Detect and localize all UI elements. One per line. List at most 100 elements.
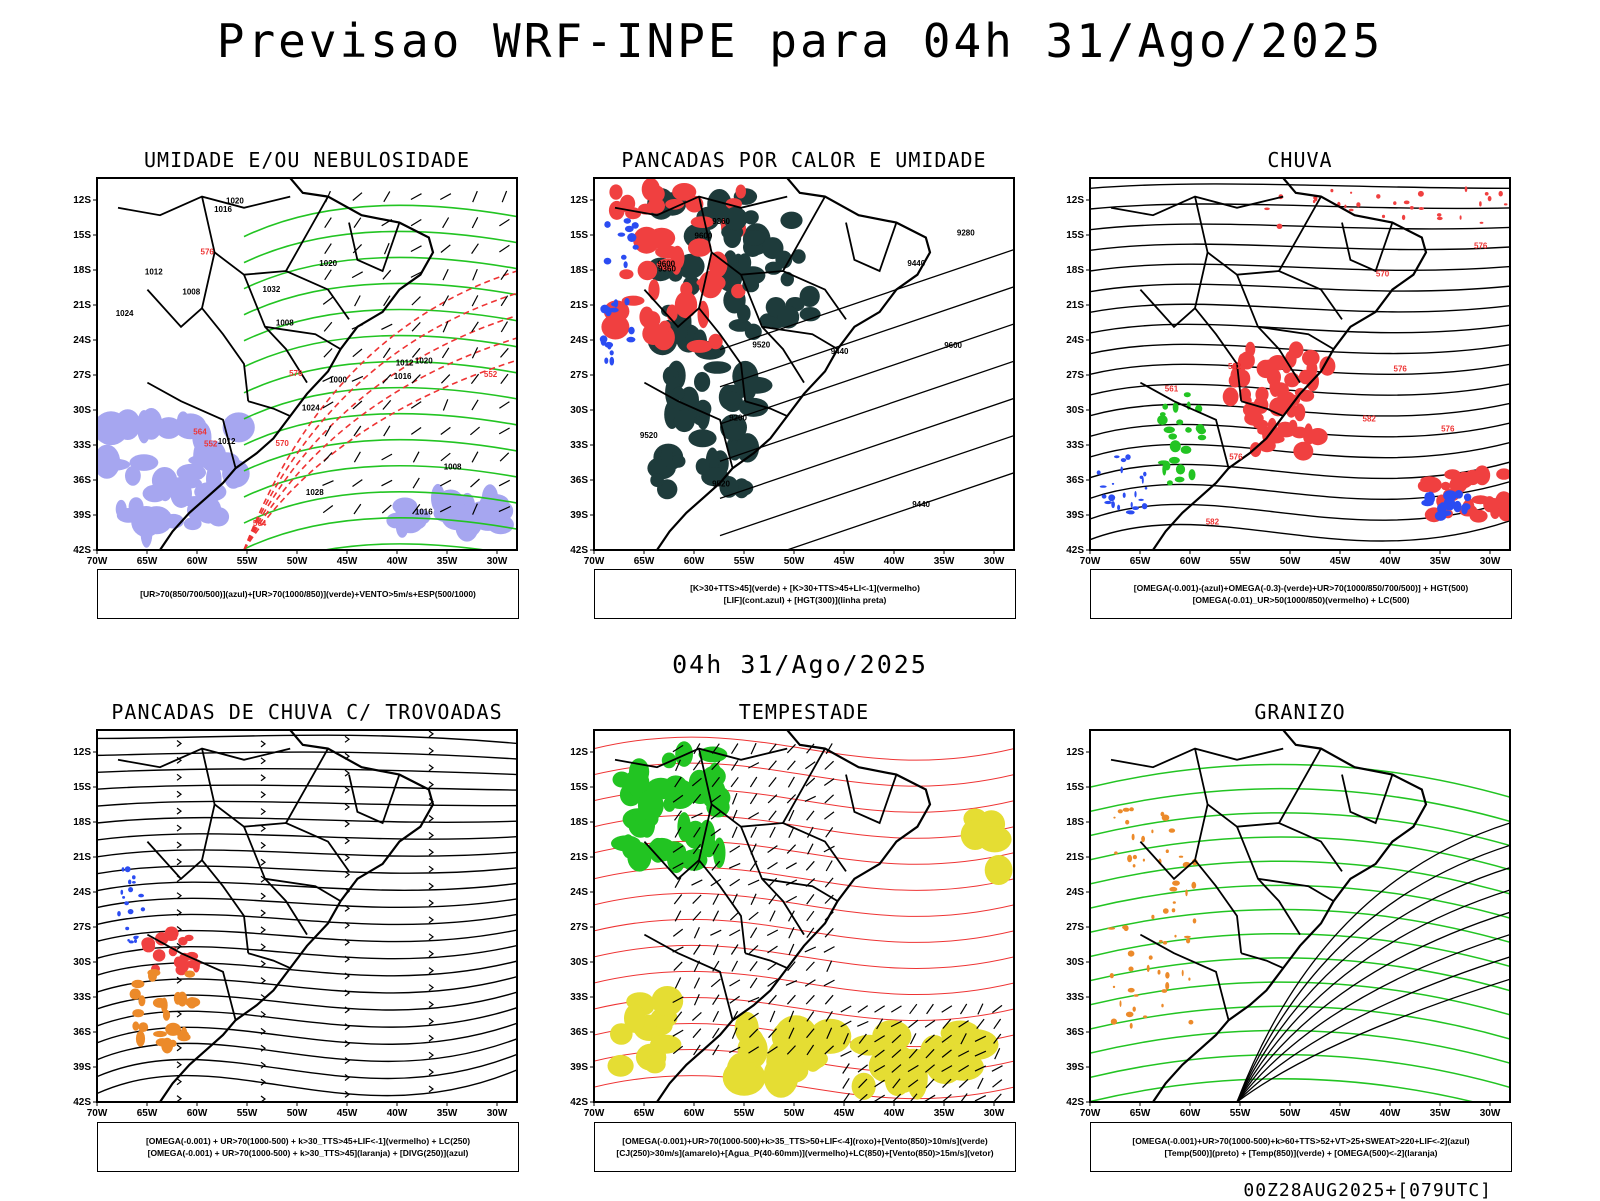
wind-vector (381, 479, 393, 487)
rain-fill-green (1157, 460, 1170, 465)
panel-title-pancadas-trovoadas: PANCADAS DE CHUVA C/ TROVOADAS (111, 700, 503, 724)
wind-vector (786, 794, 797, 804)
wind-vector (857, 1093, 868, 1102)
thunder-fill-orange (129, 988, 141, 1000)
wind-vector (711, 860, 721, 871)
wind-vector (769, 910, 776, 922)
field-layer (594, 730, 1014, 1102)
contour-value-label: 1008 (276, 319, 294, 328)
omega-fill-orange (1184, 935, 1191, 939)
wind-vector (411, 321, 421, 332)
streamline-arrow (428, 916, 434, 924)
wind-vector (750, 742, 757, 755)
rain-fill-red (1288, 419, 1298, 433)
wind-vector (767, 1046, 778, 1054)
wind-vector (768, 1028, 777, 1039)
wind-vector (693, 977, 701, 989)
streamline (97, 833, 517, 841)
instability-fill-red (708, 333, 723, 350)
streamline-arrow (344, 803, 350, 811)
thunder-fill-orange (131, 979, 145, 989)
wind-vector (710, 878, 722, 887)
green-humidity-contour (243, 464, 517, 498)
wind-vector (729, 995, 740, 1004)
hgt300-contour (719, 248, 1014, 351)
humidity-shade-blue (431, 483, 445, 513)
jet-fill-yellow (872, 1020, 912, 1053)
streamline-arrow (176, 773, 182, 781)
wind-vector (440, 374, 451, 384)
streamline (97, 865, 517, 875)
streamline-arrow (260, 740, 266, 748)
wind-vector (440, 193, 452, 201)
streamline-arrow (344, 786, 350, 794)
streamline-arrow (344, 837, 350, 845)
wind-vector (823, 946, 835, 953)
lat-label: 39S (1066, 1062, 1084, 1073)
country-border (1139, 288, 1196, 329)
wind-vector (750, 826, 757, 838)
country-border (643, 381, 734, 469)
divergence-blue (127, 939, 130, 942)
lon-label: 35W (437, 1108, 458, 1119)
valid-time-title: 04h 31/Ago/2025 (672, 650, 928, 679)
lat-label: 42S (570, 545, 588, 556)
lif-contour-blue (624, 225, 634, 233)
wind-vector (874, 1064, 886, 1073)
wind-vector (992, 1004, 1003, 1014)
country-border (146, 840, 203, 881)
lon-label: 40W (1380, 1108, 1401, 1119)
wind-vector (692, 911, 702, 921)
lat-label: 42S (1066, 545, 1084, 556)
lat-label: 33S (570, 992, 588, 1003)
green-humidity-contour (243, 230, 517, 264)
wind-vector (354, 295, 361, 307)
wind-vector (470, 426, 480, 436)
streamline (1090, 303, 1510, 314)
country-border (1139, 933, 1230, 1021)
wind-vector (711, 776, 720, 788)
wind-vector (842, 1063, 850, 1074)
country-border (146, 288, 203, 329)
rain-fill-red (1376, 194, 1381, 199)
omega-fill-orange (1172, 901, 1176, 904)
streamline (97, 800, 517, 807)
wind-vector (471, 321, 479, 333)
wind-vector (890, 1005, 902, 1013)
wind-vector (806, 810, 815, 821)
legend-line: [UR>70(850/700/500)](azul)+[UR>70(1000/8… (140, 589, 476, 599)
legend-line: [Temp(500)](preto) + [Temp(850)](verde) … (1164, 1148, 1438, 1158)
wind-vector (768, 760, 777, 771)
wind-vector (788, 826, 795, 838)
wind-vector (381, 323, 393, 330)
omega-fill-orange (1146, 964, 1150, 972)
jet-fill-yellow (650, 1034, 682, 1054)
rain-fill-blue (1120, 466, 1123, 474)
wind-vector (909, 1033, 917, 1045)
streamline-arrow (176, 807, 182, 815)
country-border (201, 748, 350, 872)
rain-fill-red (1261, 359, 1279, 379)
wind-vector (674, 810, 682, 821)
divergence-blue (127, 909, 134, 915)
wind-vector (712, 893, 720, 905)
wind850-fill-green (713, 837, 726, 869)
country-border (744, 400, 788, 417)
rain-fill-red (1503, 203, 1508, 206)
jet-fill-yellow (851, 1072, 876, 1100)
omega-fill-orange (1178, 855, 1184, 858)
contour-value-label: 9520 (712, 480, 730, 489)
lat-label: 30S (1066, 957, 1084, 968)
contour-line (1236, 844, 1510, 1102)
wind-vector (410, 218, 422, 227)
contour-value-label: 1020 (226, 197, 244, 206)
country-border (1257, 877, 1335, 902)
humidity-shade-blue (208, 507, 230, 527)
wind-vector (806, 1011, 815, 1022)
rain-fill-green (1183, 392, 1191, 398)
lif-contour-blue (613, 299, 619, 308)
rain-fill-blue (1461, 503, 1471, 511)
streamline-arrow (344, 1090, 350, 1098)
wind-vector (858, 1078, 868, 1089)
